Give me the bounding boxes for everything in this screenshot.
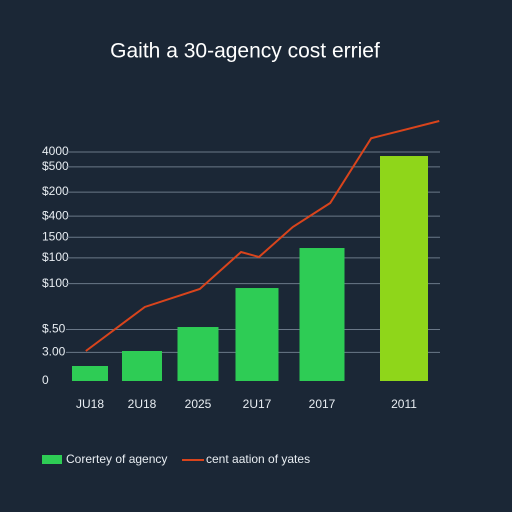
x-tick-label: 2U18 xyxy=(128,397,157,411)
y-tick-label: $100 xyxy=(42,276,69,290)
y-tick-label: 0 xyxy=(42,373,49,387)
y-tick-label: $200 xyxy=(42,184,69,198)
line xyxy=(85,120,440,352)
legend-label: cent aation of yates xyxy=(206,452,310,466)
y-tick-label: $400 xyxy=(42,208,69,222)
x-tick-label: 2011 xyxy=(391,397,417,411)
x-tick-label: JU18 xyxy=(76,397,104,411)
y-tick-label: 3.00 xyxy=(42,345,66,359)
bar xyxy=(299,248,345,381)
x-tick-label: 2017 xyxy=(309,397,336,411)
legend-label: Corertey of agency xyxy=(66,452,167,466)
y-tick-label: $500 xyxy=(42,159,69,173)
y-tick-label: $.50 xyxy=(42,322,66,336)
bar xyxy=(72,366,108,381)
legend-swatch xyxy=(42,455,62,464)
y-tick-label: 4000 xyxy=(42,144,69,158)
chart-title: Gaith a 30-agency cost errief xyxy=(110,40,380,63)
bar xyxy=(235,288,279,381)
bar xyxy=(122,351,162,381)
x-tick-label: 2U17 xyxy=(243,397,272,411)
y-tick-label: $100 xyxy=(42,250,69,264)
y-tick-label: 1500 xyxy=(42,229,69,243)
x-tick-label: 2025 xyxy=(185,397,212,411)
bar xyxy=(177,327,219,381)
bar xyxy=(380,156,428,381)
